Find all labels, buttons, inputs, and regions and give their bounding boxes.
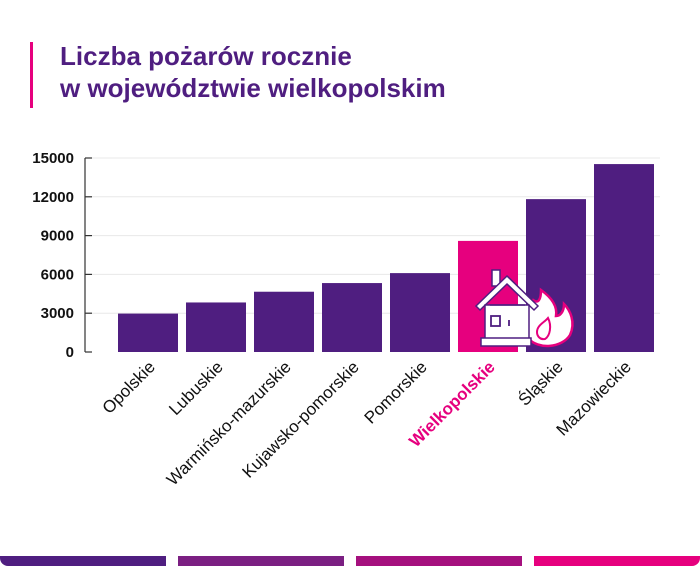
chart-title: Liczba pożarów rocznie w województwie wi… [60, 40, 446, 104]
footer-bar-4 [534, 556, 700, 566]
house-fire-icon [474, 269, 574, 348]
bar-lubuskie [186, 302, 246, 352]
bar-kujawsko-pomorskie [322, 283, 382, 352]
bar-pomorskie [390, 273, 450, 352]
footer-bar-3 [356, 556, 522, 566]
y-tick-label: 9000 [41, 228, 74, 245]
footer-bar-1 [0, 556, 166, 566]
x-tick-label: Pomorskie [361, 357, 431, 427]
footer-bar-2 [178, 556, 344, 566]
y-tick-label: 3000 [41, 305, 74, 322]
x-tick-label: Śląskie [515, 357, 567, 409]
y-tick-label: 0 [66, 344, 74, 361]
x-tick-label: Opolskie [99, 357, 159, 417]
bar-mazowieckie [594, 164, 654, 352]
y-tick-label: 6000 [41, 266, 74, 283]
y-tick-label: 12000 [32, 189, 74, 206]
bar-opolskie [118, 313, 178, 352]
title-line-1: Liczba pożarów rocznie [60, 41, 352, 71]
y-tick-label: 15000 [32, 150, 74, 167]
x-tick-label: Warmińsko-mazurskie [163, 357, 295, 489]
bar-warmińsko-mazurskie [254, 291, 314, 352]
title-accent [30, 42, 33, 108]
x-tick-label: Kujawsko-pomorskie [238, 357, 362, 481]
x-tick-label: Lubuskie [165, 357, 227, 419]
title-line-2: w województwie wielkopolskim [60, 73, 446, 103]
